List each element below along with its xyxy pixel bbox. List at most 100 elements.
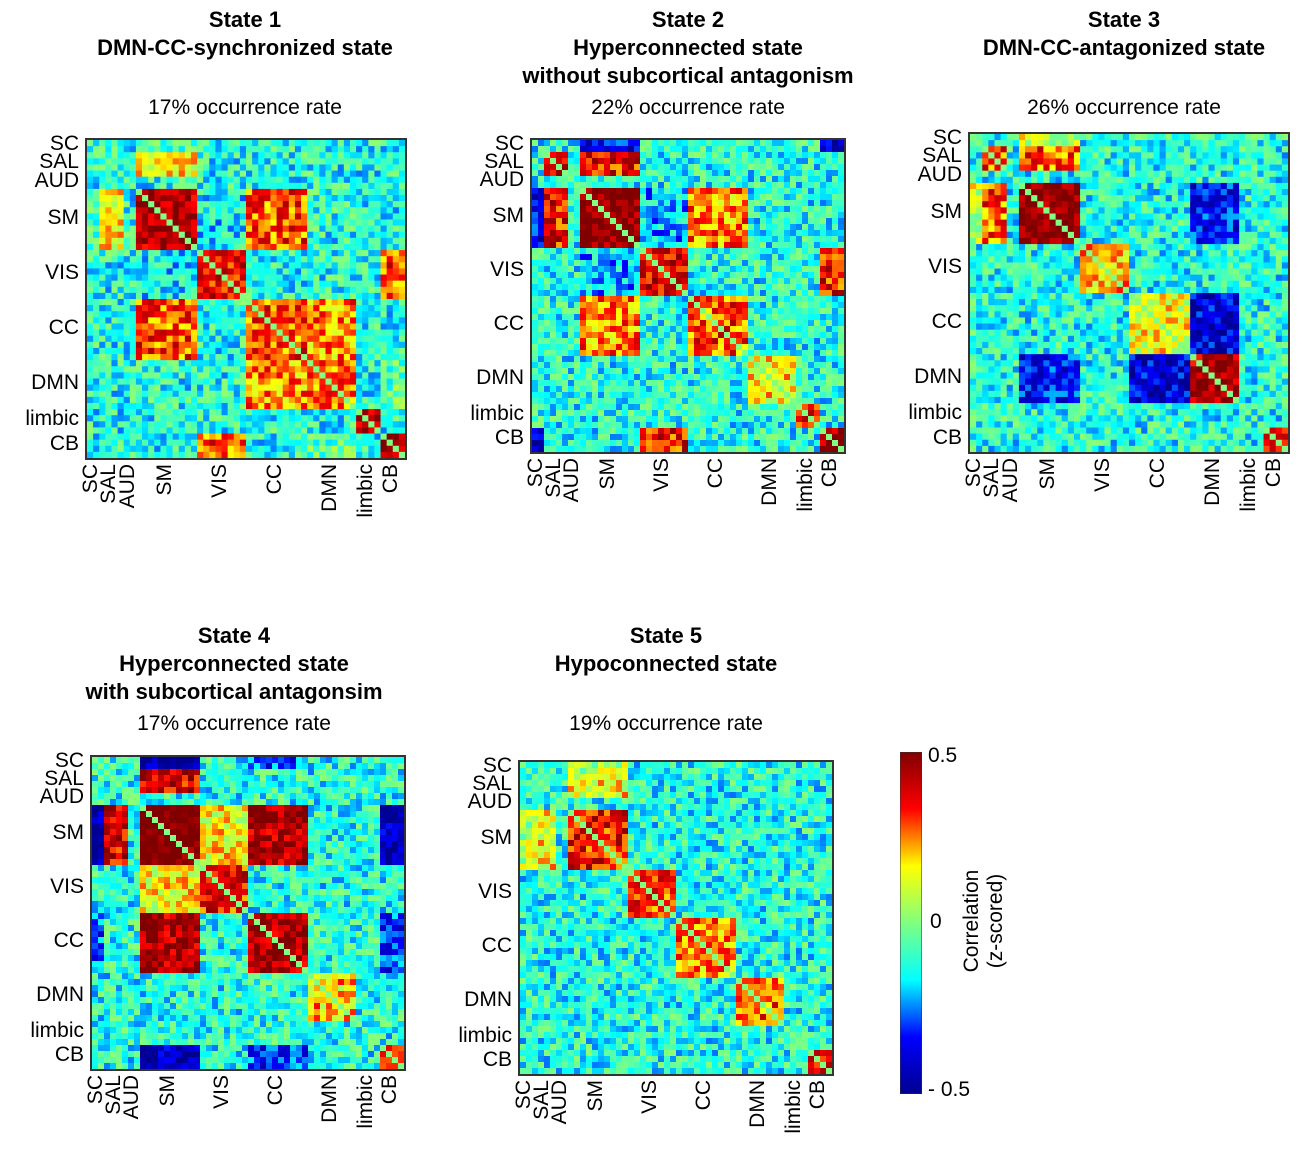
heatmap-cell bbox=[209, 171, 216, 178]
heatmap-cell bbox=[838, 164, 844, 171]
heatmap-cell bbox=[736, 278, 743, 285]
heatmap-cell bbox=[93, 336, 100, 343]
heatmap-cell bbox=[604, 146, 611, 153]
heatmap-cell bbox=[356, 372, 363, 379]
heatmap-cell bbox=[808, 182, 815, 189]
heatmap-cell bbox=[148, 268, 155, 275]
heatmap-cell bbox=[289, 171, 296, 178]
heatmap-cell bbox=[118, 403, 125, 410]
heatmap-cell bbox=[778, 272, 785, 279]
heatmap-cell bbox=[538, 332, 545, 339]
heatmap-cell bbox=[754, 164, 761, 171]
heatmap-cell bbox=[362, 281, 369, 288]
heatmap-cell bbox=[154, 268, 161, 275]
heatmap-cell bbox=[580, 350, 587, 357]
heatmap-cell bbox=[628, 188, 635, 195]
heatmap-cell bbox=[356, 342, 363, 349]
heatmap-cell bbox=[622, 146, 629, 153]
heatmap-cell bbox=[142, 397, 149, 404]
heatmap-cell bbox=[160, 299, 167, 306]
heatmap-cell bbox=[814, 344, 821, 351]
heatmap-cell bbox=[574, 188, 581, 195]
heatmap-cell bbox=[580, 248, 587, 255]
heatmap-cell bbox=[610, 188, 617, 195]
heatmap-cell bbox=[387, 348, 394, 355]
heatmap-cell bbox=[99, 415, 106, 422]
heatmap-cell bbox=[664, 218, 671, 225]
heatmap-cell bbox=[670, 272, 677, 279]
heatmap-cell bbox=[362, 397, 369, 404]
heatmap-cell bbox=[640, 290, 647, 297]
heatmap-cell bbox=[778, 308, 785, 315]
heatmap-cell bbox=[313, 171, 320, 178]
heatmap-cell bbox=[664, 140, 671, 147]
heatmap-cell bbox=[356, 336, 363, 343]
heatmap-cell bbox=[808, 350, 815, 357]
heatmap-cell bbox=[682, 230, 689, 237]
heatmap-cell bbox=[136, 201, 143, 208]
heatmap-cell bbox=[356, 177, 363, 184]
heatmap-cell bbox=[252, 440, 259, 447]
heatmap-cell bbox=[399, 299, 405, 306]
heatmap-cell bbox=[652, 206, 659, 213]
heatmap-cell bbox=[374, 287, 381, 294]
heatmap-cell bbox=[682, 212, 689, 219]
heatmap-cell bbox=[222, 354, 229, 361]
heatmap-cell bbox=[344, 226, 351, 233]
heatmap-cell bbox=[160, 201, 167, 208]
heatmap-cell bbox=[586, 218, 593, 225]
heatmap-cell bbox=[532, 188, 539, 195]
heatmap-cell bbox=[332, 379, 339, 386]
heatmap-cell bbox=[682, 314, 689, 321]
heatmap-cell bbox=[814, 170, 821, 177]
heatmap-cell bbox=[307, 379, 314, 386]
heatmap-cell bbox=[319, 183, 326, 190]
heatmap-cell bbox=[228, 232, 235, 239]
heatmap-cell bbox=[283, 317, 290, 324]
heatmap-cell bbox=[167, 146, 174, 153]
heatmap-cell bbox=[93, 287, 100, 294]
heatmap-cell bbox=[628, 362, 635, 369]
heatmap-cell bbox=[185, 348, 192, 355]
heatmap-cell bbox=[118, 409, 125, 416]
heatmap-cell bbox=[105, 446, 112, 453]
heatmap-cell bbox=[319, 299, 326, 306]
heatmap-cell bbox=[136, 397, 143, 404]
heatmap-cell bbox=[344, 446, 351, 453]
heatmap-cell bbox=[246, 146, 253, 153]
heatmap-cell bbox=[748, 200, 755, 207]
heatmap-cell bbox=[258, 220, 265, 227]
heatmap-cell bbox=[736, 338, 743, 345]
heatmap-cell bbox=[332, 360, 339, 367]
heatmap-cell bbox=[676, 278, 683, 285]
heatmap-cell bbox=[313, 189, 320, 196]
heatmap-cell bbox=[604, 194, 611, 201]
heatmap-cell bbox=[246, 311, 253, 318]
heatmap-cell bbox=[616, 200, 623, 207]
heatmap-cell bbox=[556, 338, 563, 345]
heatmap-cell bbox=[118, 281, 125, 288]
heatmap-cell bbox=[393, 293, 400, 300]
heatmap-cell bbox=[350, 244, 357, 251]
heatmap-cell bbox=[295, 256, 302, 263]
heatmap-cell bbox=[191, 195, 198, 202]
heatmap-cell bbox=[283, 232, 290, 239]
heatmap-cell bbox=[393, 348, 400, 355]
heatmap-cell bbox=[374, 305, 381, 312]
heatmap-cell bbox=[820, 224, 827, 231]
heatmap-cell bbox=[124, 275, 131, 282]
heatmap-cell bbox=[628, 344, 635, 351]
heatmap-cell bbox=[574, 272, 581, 279]
heatmap-cell bbox=[562, 296, 569, 303]
heatmap-cell bbox=[610, 242, 617, 249]
heatmap-cell bbox=[344, 409, 351, 416]
heatmap-cell bbox=[838, 200, 844, 207]
heatmap-cell bbox=[295, 330, 302, 337]
heatmap-cell bbox=[700, 224, 707, 231]
heatmap-cell bbox=[319, 244, 326, 251]
heatmap-cell bbox=[173, 152, 180, 159]
heatmap-cell bbox=[652, 380, 659, 387]
heatmap-cell bbox=[616, 308, 623, 315]
heatmap-cell bbox=[766, 386, 773, 393]
heatmap-cell bbox=[93, 268, 100, 275]
